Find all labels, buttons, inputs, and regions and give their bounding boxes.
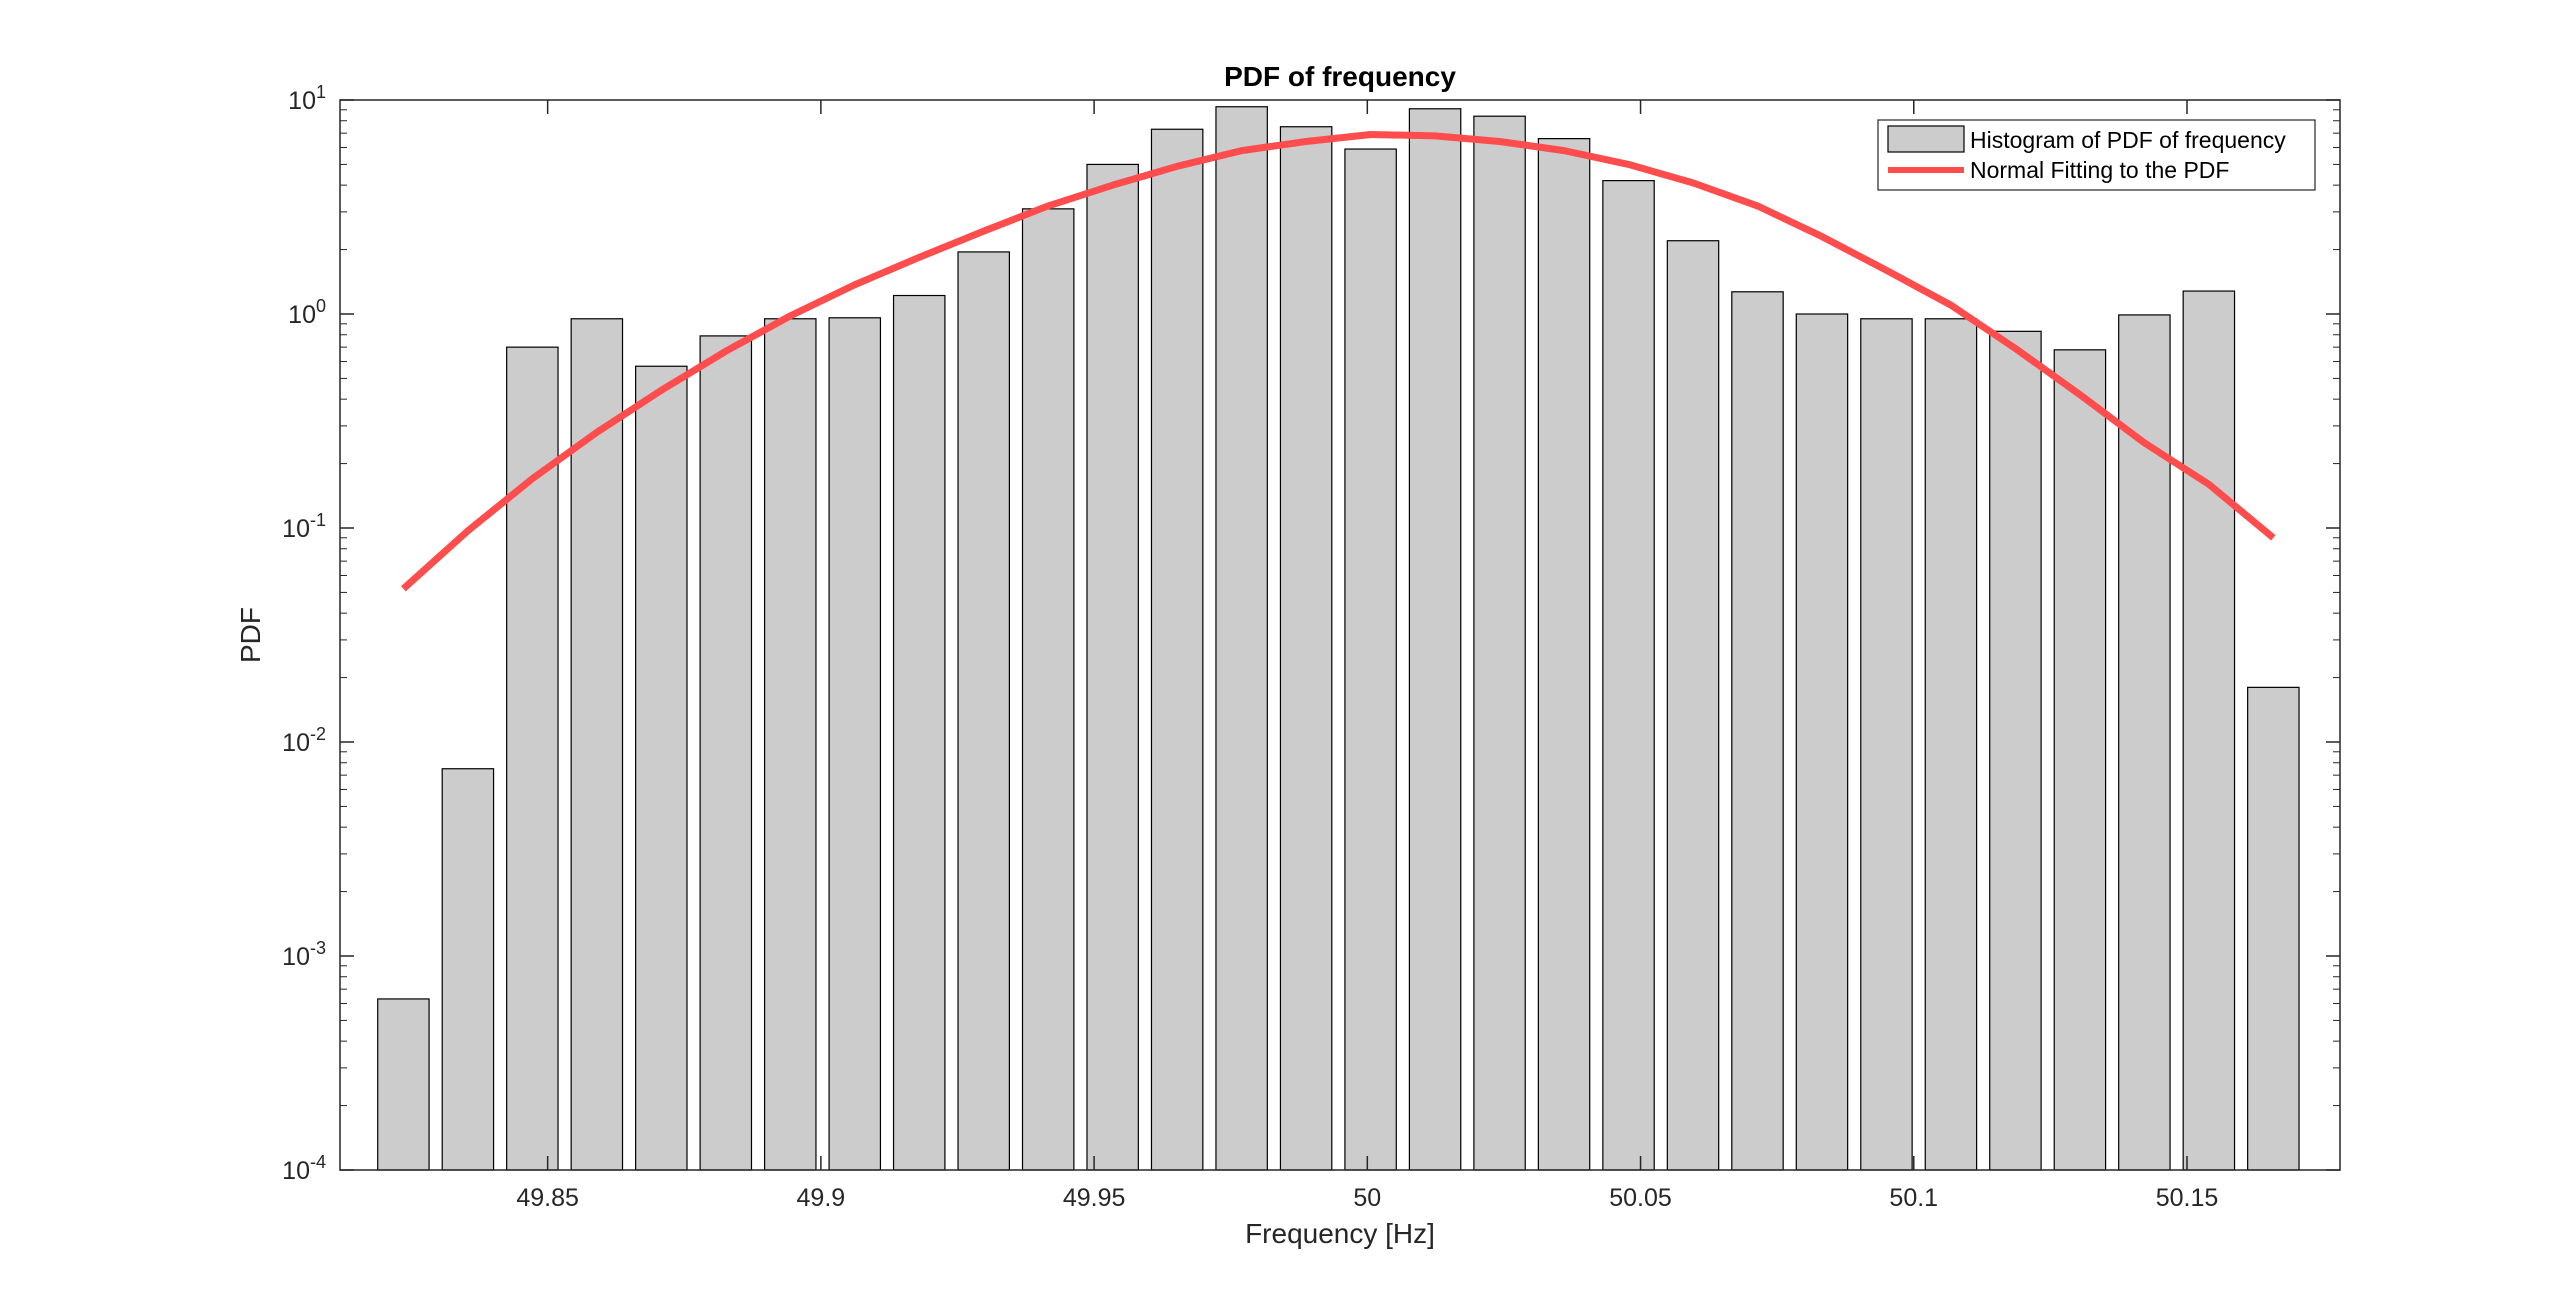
x-tick-label: 50.1 (1889, 1184, 1938, 1212)
histogram-bar (1344, 148, 1397, 1171)
histogram-bar (1473, 115, 1526, 1171)
histogram-bar (1408, 108, 1462, 1171)
histogram-bars (377, 106, 2300, 1171)
fit-line (401, 130, 2276, 592)
histogram-bar (506, 346, 559, 1171)
y-tick-label: 10-2 (282, 724, 326, 757)
x-axis-label: Frequency [Hz] (1245, 1218, 1435, 1249)
histogram-bar (1989, 330, 2042, 1171)
histogram-bar (377, 998, 430, 1171)
plot-frame (339, 99, 2341, 1171)
histogram-bar (2118, 314, 2171, 1171)
histogram-bar (2182, 290, 2236, 1171)
x-tick-label: 50.05 (1609, 1184, 1672, 1212)
y-axis-label: PDF (235, 607, 266, 663)
histogram-bar (2053, 349, 2107, 1171)
histogram-bar (957, 251, 1011, 1171)
histogram-bar (892, 294, 946, 1171)
histogram-bar (1279, 126, 1333, 1171)
histogram-bar (1086, 163, 1139, 1171)
normal-fit-curve (401, 130, 2276, 592)
histogram-bar (2247, 686, 2300, 1171)
histogram-bar (441, 768, 495, 1171)
y-tick-label: 10-1 (282, 510, 326, 543)
x-tick-label: 50.15 (2156, 1184, 2219, 1212)
x-tick-label: 49.9 (797, 1184, 846, 1212)
legend-fit-label: Normal Fitting to the PDF (1970, 157, 2229, 183)
histogram-bar (1860, 318, 1913, 1171)
histogram-bar (635, 365, 688, 1171)
histogram-bar (1021, 208, 1075, 1171)
histogram-bar (1537, 138, 1591, 1171)
histogram-bar (1795, 313, 1849, 1171)
legend: Histogram of PDF of frequency Normal Fit… (1877, 119, 2316, 191)
y-tick-label: 100 (288, 296, 326, 329)
x-axis-ticks: 49.85 49.9 49.95 50 50.05 50.1 50.15 (516, 100, 2218, 1212)
histogram-bar (1924, 318, 1978, 1171)
legend-bar-swatch (1887, 125, 1965, 153)
x-tick-label: 49.85 (516, 1184, 579, 1212)
histogram-bar (763, 318, 817, 1171)
chart-title: PDF of frequency (1224, 61, 1456, 92)
y-tick-label: 10-3 (282, 938, 326, 971)
histogram-bar (699, 335, 753, 1171)
x-tick-label: 50 (1353, 1184, 1381, 1212)
legend-bar-label: Histogram of PDF of frequency (1970, 127, 2286, 153)
histogram-bar (1731, 291, 1784, 1171)
histogram-bar (1666, 240, 1720, 1171)
y-tick-label: 10-4 (282, 1152, 326, 1185)
y-axis-ticks: 10-4 10-3 10-2 10-1 100 101 (282, 82, 2340, 1185)
histogram-bar (1150, 128, 1204, 1171)
histogram-bar (1602, 180, 1655, 1171)
x-tick-label: 49.95 (1063, 1184, 1126, 1212)
histogram-bar (1215, 106, 1268, 1171)
histogram-bar (828, 317, 882, 1171)
y-tick-label: 101 (288, 82, 326, 115)
